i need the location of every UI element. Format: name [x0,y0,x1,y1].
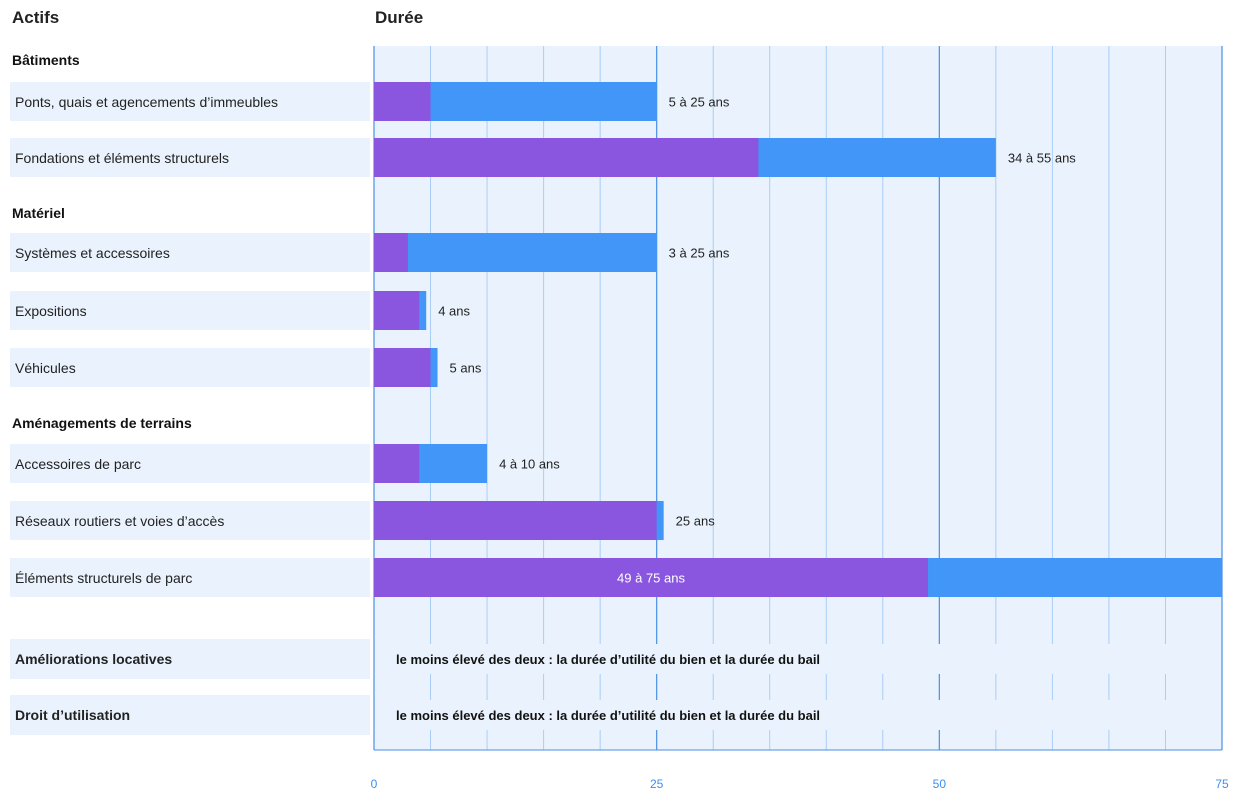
bar-min [374,291,420,330]
note-text: le moins élevé des deux : la durée d’uti… [396,708,820,723]
group-label-buildings: Bâtiments [12,52,80,68]
row-label: Fondations et éléments structurels [10,138,370,177]
x-tick-label: 50 [933,777,947,791]
bar-min [374,348,431,387]
bar-value-label: 25 ans [676,514,716,529]
bar-value-label: 5 à 25 ans [669,95,730,110]
bar-min [374,501,657,540]
x-tick-label: 75 [1215,777,1229,791]
note-band [375,644,1221,674]
bar-min [374,444,420,483]
row-label: Systèmes et accessoires [10,233,370,272]
note-label: Droit d’utilisation [10,695,370,735]
x-tick-label: 0 [371,777,378,791]
row-label: Véhicules [10,348,370,387]
column-header-duration: Durée [375,8,424,27]
group-label-equipment: Matériel [12,205,65,221]
bar-max [374,233,657,272]
row-label: Accessoires de parc [10,444,370,483]
row-label: Réseaux routiers et voies d’accès [10,501,370,540]
bar-min [374,82,431,121]
bar-value-label: 5 ans [450,361,482,376]
note-label: Améliorations locatives [10,639,370,679]
bar-value-label: 4 à 10 ans [499,457,560,472]
bar-value-label: 3 à 25 ans [669,246,730,261]
bar-min [374,233,408,272]
note-text: le moins élevé des deux : la durée d’uti… [396,652,820,667]
column-header-assets: Actifs [12,8,60,27]
bar-value-label: 4 ans [438,304,470,319]
note-band [375,700,1221,730]
bar-min [374,558,929,597]
x-tick-label: 25 [650,777,664,791]
row-label: Ponts, quais et agencements d’immeubles [10,82,370,121]
bar-value-label: 49 à 75 ans [617,571,685,586]
row-label: Éléments structurels de parc [10,558,370,597]
group-label-land-improvements: Aménagements de terrains [12,415,192,431]
row-label: Expositions [10,291,370,330]
bar-value-label: 34 à 55 ans [1008,151,1076,166]
bar-min [374,138,759,177]
